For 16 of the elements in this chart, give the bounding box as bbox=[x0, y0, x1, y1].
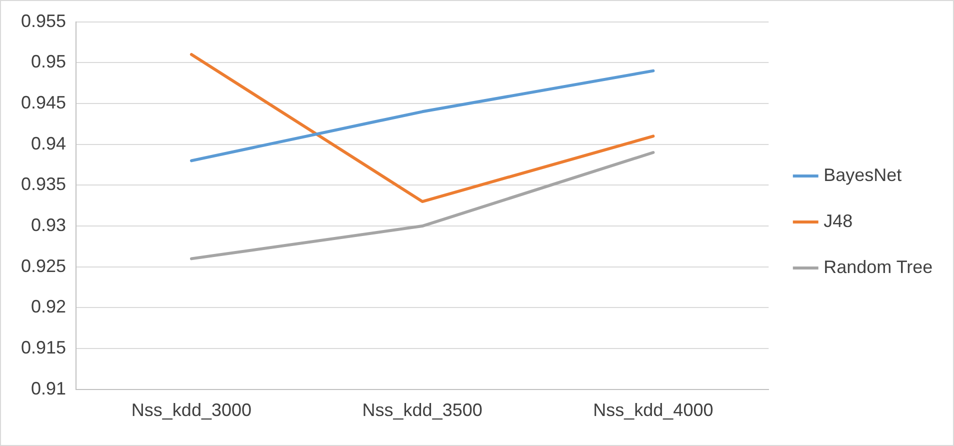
y-tick-label: 0.95 bbox=[30, 52, 66, 72]
x-tick-label: Nss_kdd_3000 bbox=[131, 400, 252, 420]
y-tick-label: 0.945 bbox=[20, 92, 66, 112]
y-tick-label: 0.92 bbox=[30, 296, 66, 317]
legend-label: J48 bbox=[824, 210, 853, 231]
x-tick-label: Nss_kdd_4000 bbox=[593, 400, 714, 420]
y-tick-label: 0.93 bbox=[30, 214, 66, 235]
y-tick-label: 0.91 bbox=[30, 378, 66, 398]
y-tick-label: 0.955 bbox=[20, 10, 66, 31]
y-tick-label: 0.94 bbox=[30, 133, 66, 154]
legend-label: BayesNet bbox=[824, 164, 902, 185]
y-tick-label: 0.915 bbox=[20, 338, 66, 358]
y-tick-label: 0.935 bbox=[20, 174, 66, 194]
x-tick-label: Nss_kdd_3500 bbox=[362, 400, 482, 420]
legend-label: Random Tree bbox=[824, 256, 933, 277]
y-tick-label: 0.925 bbox=[20, 256, 66, 276]
